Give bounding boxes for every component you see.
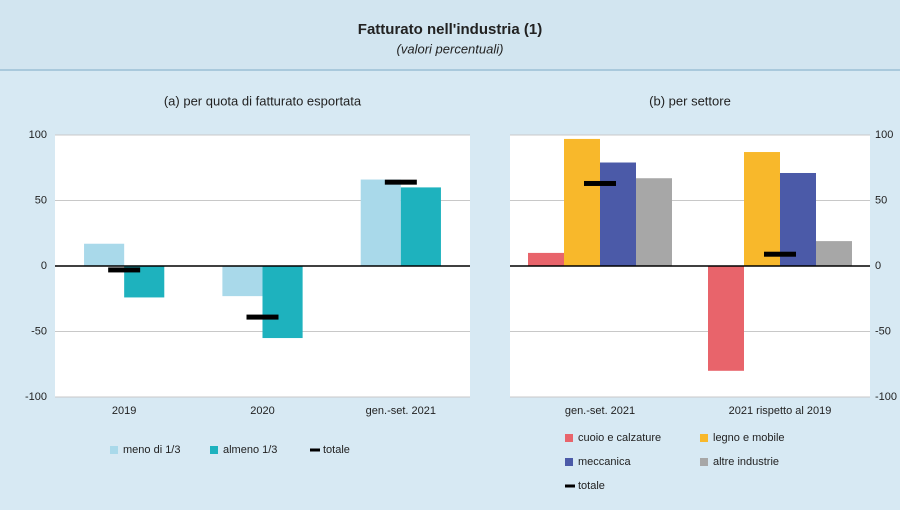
- legend-swatch: [565, 484, 575, 488]
- bar: [816, 241, 852, 266]
- total-marker: [764, 251, 796, 257]
- legend-swatch: [700, 434, 708, 442]
- x-tick-label: 2021 rispetto al 2019: [729, 405, 832, 417]
- x-tick-label: gen.-set. 2021: [366, 405, 436, 417]
- legend-label: meccanica: [578, 456, 631, 468]
- bar: [564, 138, 600, 266]
- y-tick-label: 0: [41, 260, 47, 272]
- total-marker: [108, 267, 141, 273]
- bar: [636, 178, 672, 266]
- chart-title: Fatturato nell'industria (1): [358, 21, 542, 38]
- y-tick-label: -50: [875, 325, 891, 337]
- legend-label: totale: [323, 444, 350, 456]
- total-marker: [584, 180, 616, 186]
- legend-label: meno di 1/3: [123, 444, 180, 456]
- chart-subtitle: (valori percentuali): [397, 41, 504, 56]
- total-marker: [246, 314, 279, 320]
- x-tick-label: 2019: [112, 405, 136, 417]
- bar: [600, 162, 636, 266]
- legend-swatch: [110, 446, 118, 454]
- y-tick-label: 50: [875, 194, 887, 206]
- y-tick-label: 100: [875, 129, 893, 141]
- bar: [780, 172, 816, 266]
- bar: [708, 266, 744, 371]
- bar: [262, 266, 303, 339]
- y-tick-label: -50: [31, 325, 47, 337]
- bar: [222, 266, 263, 297]
- bar: [400, 187, 441, 266]
- bar: [84, 243, 125, 266]
- y-tick-label: 0: [875, 260, 881, 272]
- legend-label: almeno 1/3: [223, 444, 277, 456]
- legend-swatch: [565, 458, 573, 466]
- bar: [744, 152, 780, 266]
- legend-label: cuoio e calzature: [578, 432, 661, 444]
- panel-title: (b) per settore: [649, 93, 731, 108]
- bar: [528, 252, 564, 266]
- y-tick-label: 100: [29, 129, 47, 141]
- legend-swatch: [565, 434, 573, 442]
- title-band: [0, 0, 900, 70]
- legend-label: totale: [578, 480, 605, 492]
- total-marker: [384, 179, 417, 185]
- y-tick-label: 50: [35, 194, 47, 206]
- x-tick-label: 2020: [250, 405, 274, 417]
- bar: [360, 179, 401, 266]
- x-tick-label: gen.-set. 2021: [565, 405, 635, 417]
- legend-label: altre industrie: [713, 456, 779, 468]
- legend-swatch: [310, 448, 320, 452]
- y-tick-label: -100: [875, 391, 897, 403]
- panel-title: (a) per quota di fatturato esportata: [164, 93, 362, 108]
- y-tick-label: -100: [25, 391, 47, 403]
- legend-swatch: [700, 458, 708, 466]
- legend-swatch: [210, 446, 218, 454]
- legend-label: legno e mobile: [713, 432, 785, 444]
